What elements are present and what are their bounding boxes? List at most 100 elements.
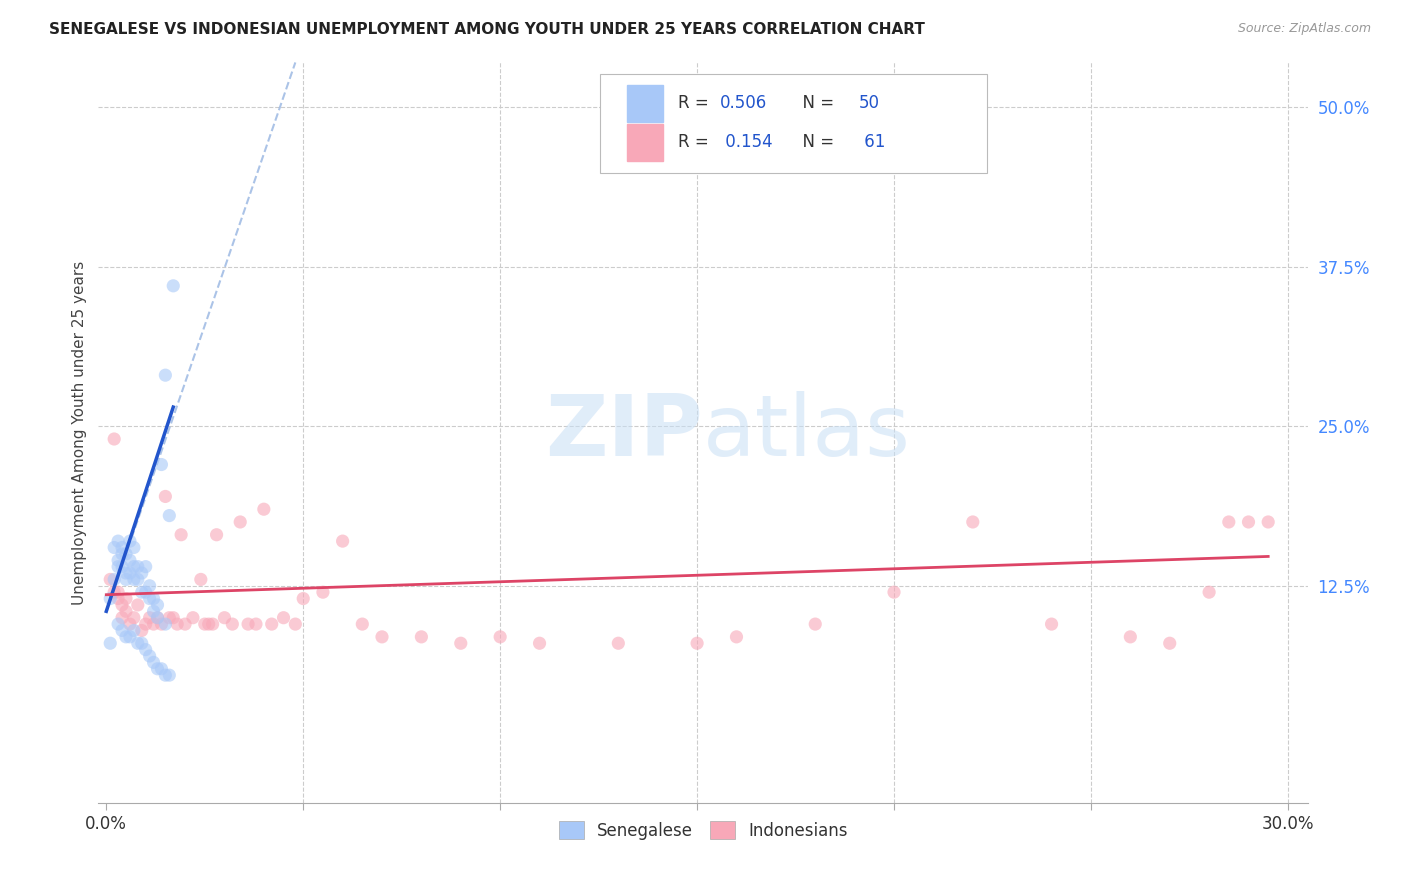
Point <box>118 534 141 549</box>
Point <box>115 573 138 587</box>
Point <box>135 642 157 657</box>
Point <box>107 534 129 549</box>
Point <box>107 553 129 567</box>
Point <box>253 502 276 516</box>
Point <box>607 636 630 650</box>
Text: 0.154: 0.154 <box>720 134 772 152</box>
Point <box>107 585 129 599</box>
Point <box>260 617 283 632</box>
Point <box>284 617 307 632</box>
Text: 0.506: 0.506 <box>720 95 768 112</box>
Point <box>103 573 125 587</box>
Text: N =: N = <box>793 134 839 152</box>
Point <box>111 598 134 612</box>
Text: atlas: atlas <box>703 391 911 475</box>
Point <box>725 630 748 644</box>
Point <box>142 656 165 670</box>
Point <box>115 591 138 606</box>
Point <box>107 617 129 632</box>
Point <box>131 636 153 650</box>
Point <box>127 598 149 612</box>
Point <box>122 610 145 624</box>
Y-axis label: Unemployment Among Youth under 25 years: Unemployment Among Youth under 25 years <box>72 260 87 605</box>
Point <box>489 630 512 644</box>
Point <box>197 617 219 632</box>
Point <box>883 585 905 599</box>
Point <box>450 636 472 650</box>
Point <box>194 617 217 632</box>
Point <box>201 617 224 632</box>
Point <box>115 547 138 561</box>
Point <box>170 527 193 541</box>
Point <box>146 598 169 612</box>
Point <box>150 458 173 472</box>
Point <box>411 630 433 644</box>
Point <box>131 624 153 638</box>
Text: Source: ZipAtlas.com: Source: ZipAtlas.com <box>1237 22 1371 36</box>
Point <box>111 559 134 574</box>
Point <box>1218 515 1240 529</box>
Text: 61: 61 <box>859 134 886 152</box>
Point <box>273 610 295 624</box>
Point <box>529 636 551 650</box>
FancyBboxPatch shape <box>600 73 987 173</box>
Point <box>205 527 228 541</box>
Point <box>146 610 169 624</box>
Point <box>1198 585 1220 599</box>
Point <box>150 617 173 632</box>
Point <box>142 617 165 632</box>
Point <box>135 559 157 574</box>
Point <box>146 662 169 676</box>
Text: 50: 50 <box>859 95 880 112</box>
Point <box>157 610 180 624</box>
Point <box>127 559 149 574</box>
Point <box>118 617 141 632</box>
Point <box>111 541 134 555</box>
Point <box>1119 630 1142 644</box>
Point <box>98 591 121 606</box>
Point <box>142 591 165 606</box>
Point <box>98 573 121 587</box>
Point <box>122 573 145 587</box>
Point <box>245 617 267 632</box>
Point <box>131 585 153 599</box>
Point <box>135 585 157 599</box>
Point <box>103 541 125 555</box>
Point <box>111 547 134 561</box>
Point <box>107 559 129 574</box>
Point <box>162 278 184 293</box>
Point <box>157 668 180 682</box>
Point <box>229 515 252 529</box>
Point <box>312 585 335 599</box>
Point <box>181 610 204 624</box>
Point <box>1040 617 1063 632</box>
Point <box>371 630 394 644</box>
Point <box>127 636 149 650</box>
Point <box>155 668 177 682</box>
Point <box>103 585 125 599</box>
Point <box>138 579 160 593</box>
Point <box>107 591 129 606</box>
Point <box>221 617 243 632</box>
Point <box>166 617 188 632</box>
Point <box>135 617 157 632</box>
Point <box>138 610 160 624</box>
Point <box>352 617 374 632</box>
Bar <box>627 85 664 121</box>
Text: ZIP: ZIP <box>546 391 703 475</box>
Point <box>98 636 121 650</box>
Point <box>214 610 236 624</box>
Point <box>157 508 180 523</box>
Point <box>122 541 145 555</box>
Legend: Senegalese, Indonesians: Senegalese, Indonesians <box>553 814 853 847</box>
Point <box>162 610 184 624</box>
Point <box>146 610 169 624</box>
Text: SENEGALESE VS INDONESIAN UNEMPLOYMENT AMONG YOUTH UNDER 25 YEARS CORRELATION CHA: SENEGALESE VS INDONESIAN UNEMPLOYMENT AM… <box>49 22 925 37</box>
Point <box>150 662 173 676</box>
Point <box>115 566 138 580</box>
Text: N =: N = <box>793 95 839 112</box>
Point <box>155 617 177 632</box>
Point <box>115 630 138 644</box>
Point <box>138 648 160 663</box>
Point <box>138 591 160 606</box>
